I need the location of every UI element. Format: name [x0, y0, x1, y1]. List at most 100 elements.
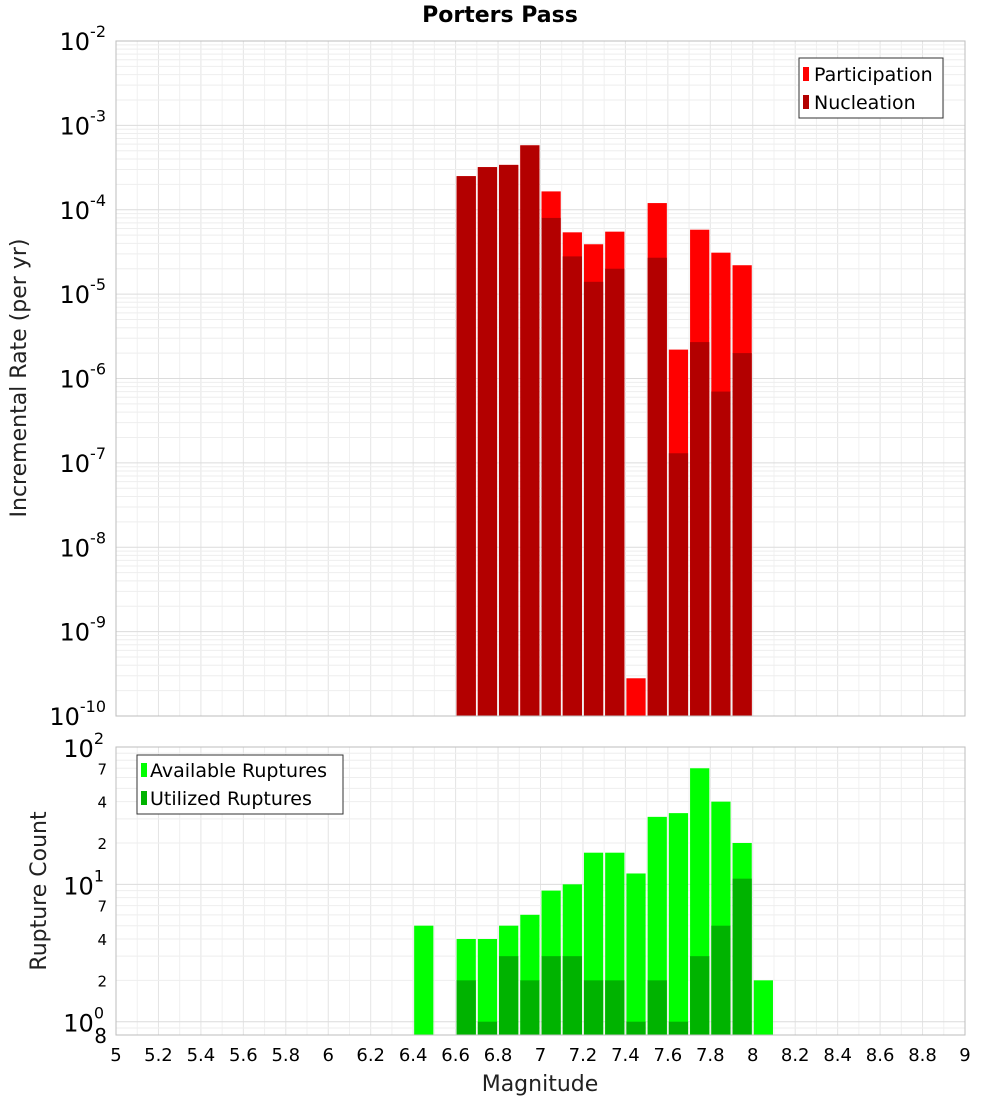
tick-base: 10: [60, 619, 91, 647]
tick-base: 10: [60, 112, 91, 140]
bottom-chart-legend-swatch: [141, 763, 147, 777]
top-chart-bar-series2: [605, 268, 625, 716]
top-chart-bar-series2: [562, 256, 582, 716]
tick-exponent: -4: [90, 191, 106, 210]
bottom-chart-bar-series2: [456, 980, 476, 1035]
x-tick-label: 8.6: [866, 1045, 895, 1066]
bottom-chart-bar-series2: [626, 1021, 646, 1035]
bottom-chart-y-minor-label: 4: [97, 931, 107, 949]
tick-exponent: 0: [94, 1004, 104, 1023]
bottom-chart-bar-series2: [647, 980, 667, 1035]
tick-base: 10: [49, 703, 80, 731]
tick-base: 10: [60, 28, 91, 56]
x-tick-label: 7.8: [696, 1045, 725, 1066]
bottom-chart-bar-series2: [605, 980, 625, 1035]
top-chart-bar-series2: [499, 164, 519, 716]
bottom-chart-y-minor-label: 7: [97, 760, 107, 778]
tick-base: 10: [60, 534, 91, 562]
tick-base: 10: [60, 197, 91, 225]
top-chart-bar-series2: [456, 176, 476, 716]
tick-exponent: 1: [94, 866, 104, 885]
bottom-chart-legend-swatch: [141, 791, 147, 805]
chart-title: Porters Pass: [422, 3, 578, 28]
tick-exponent: -7: [90, 444, 106, 463]
bottom-chart-legend-box: [136, 754, 344, 815]
top-chart-bar-series2: [583, 281, 604, 716]
bottom-chart-y-minor-label: 8: [94, 1024, 107, 1048]
x-tick-label: 8: [747, 1045, 758, 1066]
top-chart-plot-border: [115, 40, 966, 717]
tick-base: 10: [63, 872, 94, 900]
bottom-chart-bar-series2: [711, 925, 731, 1035]
bottom-chart-y-axis-label: Rupture Count: [27, 811, 52, 971]
bottom-chart-bar-series2: [583, 980, 604, 1035]
x-tick-label: 9: [959, 1045, 970, 1066]
x-tick-label: 7.4: [611, 1045, 640, 1066]
bottom-chart-y-minor-label: 2: [97, 972, 107, 990]
x-tick-label: 5.2: [144, 1045, 173, 1066]
x-axis-label: Magnitude: [482, 1072, 599, 1097]
bottom-chart-bar-series2: [562, 956, 582, 1035]
tick-base: 10: [60, 281, 91, 309]
top-chart-bar-series2: [477, 167, 498, 716]
x-tick-label: 7.2: [569, 1045, 598, 1066]
tick-exponent: 2: [94, 729, 104, 748]
top-chart-bar-series2: [647, 257, 667, 716]
x-tick-label: 7.6: [654, 1045, 683, 1066]
top-chart-bar-series2: [690, 342, 710, 716]
x-tick-label: 7: [535, 1045, 546, 1066]
bottom-chart-y-major-label: 101: [63, 866, 104, 900]
bottom-chart-bar-series1: [414, 925, 434, 1035]
bottom-chart-plot-border: [115, 746, 966, 1036]
top-chart-y-tick-label: 10-3: [60, 106, 107, 140]
top-chart-legend-box: [798, 57, 944, 119]
top-chart-bar-series2: [711, 391, 731, 716]
bottom-chart-y-major-label: 100: [63, 1004, 104, 1038]
x-tick-label: 8.4: [823, 1045, 852, 1066]
bottom-chart-bar-series2: [690, 956, 710, 1035]
x-tick-label: 5.6: [229, 1045, 258, 1066]
tick-exponent: -10: [80, 697, 106, 716]
bottom-chart-y-minor-label: 2: [97, 835, 107, 853]
top-chart-legend-swatch: [803, 67, 809, 81]
bottom-chart-bar-series1: [753, 980, 773, 1035]
tick-exponent: -9: [90, 613, 106, 632]
top-chart-legend-swatch: [803, 95, 809, 109]
x-tick-label: 6.2: [356, 1045, 385, 1066]
top-chart-bar-series2: [732, 353, 752, 716]
bottom-chart-bar-series2: [499, 956, 519, 1035]
bottom-chart-bar-series2: [541, 956, 561, 1035]
top-chart-bar-series2: [668, 453, 689, 716]
x-tick-label: 6: [323, 1045, 334, 1066]
bottom-chart-bar-series1: [668, 813, 689, 1035]
top-chart-legend-label: Nucleation: [814, 92, 916, 114]
tick-base: 10: [60, 450, 91, 478]
bottom-chart-bar-series2: [732, 878, 752, 1035]
top-chart-y-tick-label: 10-9: [60, 613, 107, 647]
x-tick-label: 6.6: [441, 1045, 470, 1066]
top-chart-y-tick-label: 10-7: [60, 444, 107, 478]
top-chart-y-tick-label: 10-2: [60, 22, 107, 56]
tick-exponent: -6: [90, 360, 106, 379]
x-tick-label: 5.4: [187, 1045, 216, 1066]
top-chart-y-tick-label: 10-6: [60, 360, 107, 394]
top-chart-bar-series1: [626, 678, 646, 716]
top-chart-y-tick-label: 10-5: [60, 275, 107, 309]
top-chart-y-tick-label: 10-4: [60, 191, 107, 225]
x-tick-label: 5: [110, 1045, 121, 1066]
tick-exponent: -8: [90, 528, 106, 547]
bottom-chart-bar-series2: [477, 1021, 498, 1035]
bottom-chart-y-major-label: 102: [63, 729, 104, 763]
x-tick-label: 5.8: [271, 1045, 300, 1066]
bottom-chart-y-minor-label: 7: [97, 898, 107, 916]
bottom-chart-y-minor-label: 4: [97, 794, 107, 812]
x-tick-label: 6.8: [484, 1045, 513, 1066]
tick-base: 10: [63, 735, 94, 763]
x-tick-label: 6.4: [399, 1045, 428, 1066]
top-chart-y-axis-label: Incremental Rate (per yr): [7, 239, 32, 518]
bottom-chart-bar-series1: [477, 939, 498, 1035]
bottom-chart-bar-series2: [520, 980, 540, 1035]
bottom-chart-bar-series1: [626, 873, 646, 1035]
